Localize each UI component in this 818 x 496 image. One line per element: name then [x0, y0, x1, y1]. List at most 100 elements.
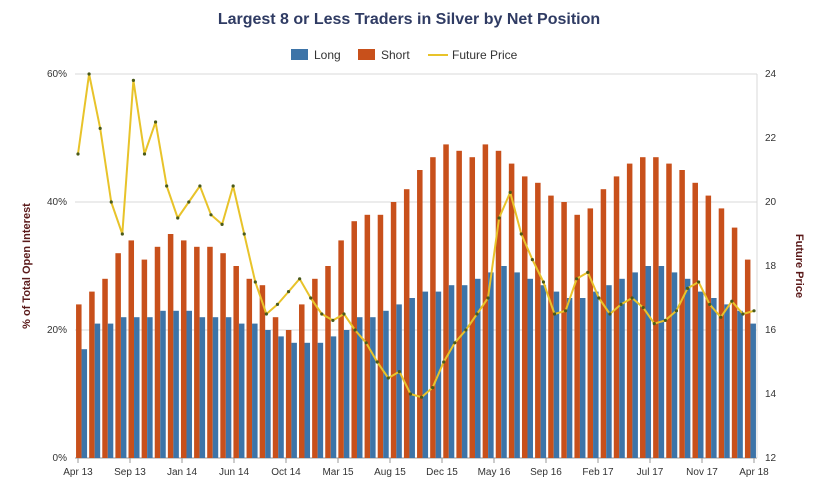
- long-bar[interactable]: [671, 272, 678, 458]
- future-price-point[interactable]: [353, 328, 357, 332]
- short-bar[interactable]: [417, 170, 423, 458]
- short-bar[interactable]: [718, 208, 725, 458]
- future-price-point[interactable]: [586, 270, 590, 274]
- short-bar[interactable]: [443, 144, 449, 458]
- future-price-point[interactable]: [719, 315, 723, 319]
- long-bar[interactable]: [593, 291, 599, 458]
- future-price-point[interactable]: [275, 302, 280, 306]
- long-bar[interactable]: [265, 330, 271, 458]
- future-price-point[interactable]: [608, 312, 612, 316]
- long-bar[interactable]: [120, 317, 127, 458]
- future-price-point[interactable]: [575, 277, 579, 281]
- long-bar[interactable]: [304, 342, 311, 458]
- future-price-point[interactable]: [464, 328, 468, 332]
- short-bar[interactable]: [194, 246, 200, 458]
- long-bar[interactable]: [422, 291, 429, 458]
- future-price-point[interactable]: [109, 200, 113, 204]
- future-price-point[interactable]: [286, 290, 291, 294]
- short-bar[interactable]: [403, 189, 410, 458]
- long-bar[interactable]: [317, 342, 324, 458]
- future-price-point[interactable]: [541, 280, 546, 284]
- long-bar[interactable]: [632, 272, 638, 458]
- long-bar[interactable]: [107, 323, 114, 458]
- future-price-point[interactable]: [165, 184, 169, 188]
- long-bar[interactable]: [553, 291, 560, 458]
- future-price-point[interactable]: [220, 222, 224, 226]
- future-price-point[interactable]: [253, 280, 257, 284]
- long-bar[interactable]: [645, 266, 652, 458]
- long-bar[interactable]: [697, 291, 704, 458]
- future-price-point[interactable]: [386, 376, 390, 380]
- future-price-point[interactable]: [309, 296, 313, 300]
- future-price-point[interactable]: [508, 190, 512, 194]
- future-price-point[interactable]: [674, 309, 679, 313]
- future-price-point[interactable]: [552, 312, 557, 316]
- short-bar[interactable]: [692, 182, 698, 459]
- short-bar[interactable]: [220, 253, 226, 458]
- long-bar[interactable]: [724, 304, 730, 458]
- short-bar[interactable]: [154, 246, 161, 458]
- short-bar[interactable]: [705, 195, 712, 458]
- legend-item-future-price[interactable]: Future Price: [428, 48, 518, 62]
- short-bar[interactable]: [456, 150, 462, 459]
- future-price-point[interactable]: [652, 322, 656, 326]
- future-price-point[interactable]: [198, 184, 202, 188]
- short-bar[interactable]: [141, 259, 148, 458]
- long-bar[interactable]: [488, 272, 494, 458]
- long-bar[interactable]: [658, 266, 665, 458]
- long-bar[interactable]: [448, 285, 455, 458]
- short-bar[interactable]: [613, 176, 620, 458]
- short-bar[interactable]: [653, 157, 659, 458]
- long-bar[interactable]: [684, 278, 691, 458]
- short-bar[interactable]: [469, 157, 476, 458]
- long-bar[interactable]: [147, 317, 153, 458]
- future-price-point[interactable]: [87, 72, 91, 76]
- short-bar[interactable]: [259, 285, 266, 458]
- long-bar[interactable]: [199, 317, 206, 458]
- long-bar[interactable]: [356, 317, 363, 458]
- future-price-point[interactable]: [619, 302, 623, 306]
- future-price-point[interactable]: [497, 216, 501, 220]
- short-bar[interactable]: [600, 189, 607, 458]
- short-bar[interactable]: [167, 234, 174, 458]
- future-price-point[interactable]: [264, 312, 268, 316]
- short-bar[interactable]: [535, 182, 541, 459]
- short-bar[interactable]: [390, 202, 397, 458]
- short-bar[interactable]: [377, 214, 384, 458]
- long-bar[interactable]: [212, 317, 219, 458]
- future-price-point[interactable]: [663, 318, 667, 322]
- future-price-point[interactable]: [76, 152, 80, 156]
- future-price-point[interactable]: [397, 370, 401, 374]
- short-bar[interactable]: [679, 170, 685, 458]
- short-bar[interactable]: [299, 304, 305, 458]
- future-price-point[interactable]: [630, 296, 634, 300]
- long-bar[interactable]: [711, 298, 717, 458]
- short-bar[interactable]: [666, 163, 672, 458]
- long-bar[interactable]: [173, 310, 179, 458]
- future-price-point[interactable]: [730, 299, 734, 303]
- future-price-point[interactable]: [530, 258, 534, 262]
- short-bar[interactable]: [430, 157, 436, 458]
- short-bar[interactable]: [548, 195, 554, 458]
- long-bar[interactable]: [278, 336, 284, 458]
- long-bar[interactable]: [330, 336, 337, 458]
- future-price-point[interactable]: [453, 341, 457, 345]
- long-bar[interactable]: [225, 317, 232, 458]
- future-price-point[interactable]: [597, 296, 601, 300]
- future-price-point[interactable]: [419, 395, 424, 399]
- long-bar[interactable]: [566, 298, 573, 458]
- future-price-point[interactable]: [342, 312, 346, 316]
- short-bar[interactable]: [574, 214, 580, 458]
- long-bar[interactable]: [134, 317, 140, 458]
- short-bar[interactable]: [233, 266, 239, 458]
- short-bar[interactable]: [115, 253, 121, 458]
- future-price-point[interactable]: [519, 232, 523, 236]
- future-price-point[interactable]: [741, 312, 745, 316]
- future-price-point[interactable]: [142, 152, 147, 156]
- future-price-point[interactable]: [98, 126, 102, 130]
- long-bar[interactable]: [383, 310, 389, 458]
- future-price-point[interactable]: [564, 309, 568, 313]
- short-bar[interactable]: [312, 278, 318, 458]
- short-bar[interactable]: [207, 246, 213, 458]
- long-bar[interactable]: [370, 317, 376, 458]
